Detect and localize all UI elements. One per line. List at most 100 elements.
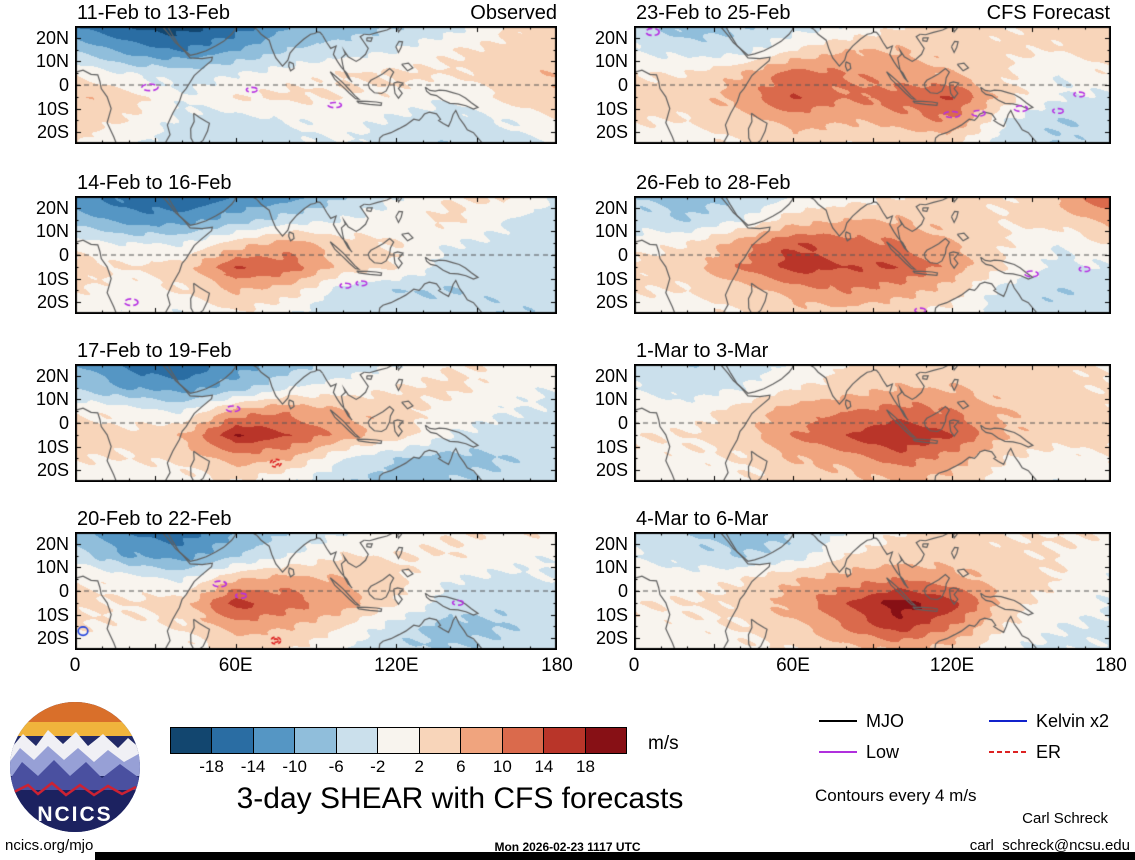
mjo-line-icon: [819, 720, 857, 722]
map-panel-forecast-3: 1-Mar to 3-Mar 20N 10N 0 10S 20S: [595, 340, 1111, 482]
page-title: 3-day SHEAR with CFS forecasts: [236, 782, 684, 815]
x-tick-label: 0: [628, 655, 640, 676]
panel-title: 26-Feb to 28-Feb: [636, 172, 791, 194]
legend-item-label: ER: [1036, 741, 1062, 762]
ncics-logo-text: NCICS: [37, 803, 112, 826]
y-tick-label: 20S: [36, 628, 69, 649]
y-tick-label: 20S: [36, 122, 69, 143]
legend-note: Contours every 4 m/s: [815, 786, 977, 805]
colorbar-tick-label: 2: [414, 757, 424, 776]
y-tick-label: 20S: [595, 122, 628, 143]
x-tick-label: 0: [69, 655, 81, 676]
y-tick-label: 20S: [36, 460, 69, 481]
map-canvas: [75, 26, 557, 144]
y-tick-label: 20N: [594, 365, 628, 386]
kelvin-x2-line-icon: [989, 720, 1027, 722]
colorbar-tick-label: -2: [370, 757, 386, 776]
map-canvas: [634, 532, 1111, 650]
map-panel-observed-2: 14-Feb to 16-Feb 20N 10N 0 10S 20S: [36, 172, 557, 314]
map-canvas: [634, 364, 1111, 482]
y-tick-label: 0: [617, 581, 628, 601]
map-canvas: [75, 532, 557, 650]
footer-timestamp: Mon 2026-02-23 1117 UTC: [494, 840, 641, 854]
column-label-cfs-forecast: CFS Forecast: [986, 2, 1110, 24]
y-tick-label: 0: [617, 245, 628, 265]
low-line-icon: [819, 751, 857, 753]
panel-title: 17-Feb to 19-Feb: [77, 340, 232, 362]
map-panel-forecast-2: 26-Feb to 28-Feb 20N 10N 0 10S 20S: [595, 172, 1111, 314]
y-tick-label: 20S: [595, 292, 628, 313]
y-tick-label: 10N: [594, 51, 628, 72]
colorbar-tick-label: -18: [199, 757, 224, 776]
y-tick-label: 10S: [595, 436, 628, 457]
map-panel-forecast-4: 4-Mar to 6-Mar 20N 10N 0 10S 20S 0 60E 120E 180: [595, 508, 1127, 676]
y-tick-label: 10N: [594, 557, 628, 578]
colorbar-unit: m/s: [648, 733, 679, 754]
legend-item-label: Low: [866, 741, 900, 762]
y-tick-label: 0: [58, 245, 69, 265]
y-tick-label: 10N: [35, 51, 69, 72]
colorbar-cell: [378, 728, 420, 753]
er-line-icon: [989, 751, 1027, 753]
legend-item-mjo: MJO: [818, 710, 904, 731]
y-tick-label: 20S: [595, 460, 628, 481]
y-tick-label: 0: [617, 413, 628, 433]
y-tick-label: 20N: [594, 27, 628, 48]
legend-item-label: MJO: [866, 710, 904, 731]
y-tick-label: 10S: [36, 98, 69, 119]
y-tick-label: 10S: [595, 604, 628, 625]
y-tick-label: 20N: [35, 27, 69, 48]
map-canvas: [634, 196, 1111, 314]
colorbar-tick-label: 18: [575, 757, 595, 776]
panel-title: 14-Feb to 16-Feb: [77, 172, 232, 194]
y-tick-label: 0: [58, 413, 69, 433]
y-tick-label: 10S: [595, 268, 628, 289]
colorbar-tick-label: 10: [492, 757, 512, 776]
y-tick-label: 10S: [36, 604, 69, 625]
y-tick-label: 20N: [35, 365, 69, 386]
x-tick-label: 60E: [776, 655, 810, 676]
y-tick-label: 20S: [595, 628, 628, 649]
y-tick-label: 10S: [36, 268, 69, 289]
contour-legend: MJO Kelvin x2 Low ER: [818, 710, 1130, 770]
x-tick-label: 120E: [929, 655, 975, 676]
x-tick-label: 180: [541, 655, 573, 676]
y-tick-label: 10N: [35, 389, 69, 410]
colorbar-cell: [171, 728, 213, 753]
colorbar-cell: [253, 728, 296, 753]
y-tick-label: 10S: [36, 436, 69, 457]
x-tick-label: 120E: [374, 655, 419, 676]
y-tick-label: 10N: [35, 221, 69, 242]
panel-title: 1-Mar to 3-Mar: [636, 340, 769, 362]
y-tick-label: 20N: [35, 533, 69, 554]
footer-email: carl_schreck@ncsu.edu: [969, 837, 1130, 854]
y-tick-label: 20S: [36, 292, 69, 313]
y-tick-label: 10S: [595, 98, 628, 119]
colorbar-cell: [419, 728, 462, 753]
legend-item-label: Kelvin x2: [1036, 710, 1110, 731]
legend-item-low: Low: [818, 741, 900, 762]
y-tick-label: 20N: [594, 197, 628, 218]
map-panel-observed-4: 20-Feb to 22-Feb 20N 10N 0 10S 20S 0 60E 120E 18…: [36, 508, 573, 676]
y-tick-label: 0: [617, 75, 628, 95]
footer-site: ncics.org/mjo: [5, 837, 94, 854]
y-tick-label: 20N: [594, 533, 628, 554]
colorbar-cell: [502, 728, 545, 753]
map-canvas: [634, 26, 1111, 144]
colorbar-cell: [336, 728, 379, 753]
y-tick-label: 0: [58, 75, 69, 95]
x-tick-label: 60E: [218, 655, 253, 676]
map-canvas: [75, 364, 557, 482]
colorbar-cell: [461, 728, 503, 753]
colorbar-tick-label: -6: [328, 757, 344, 776]
map-panel-observed-3: 17-Feb to 19-Feb 20N 10N 0 10S 20S: [36, 340, 557, 482]
colorbar-cell: [212, 728, 254, 753]
map-panel-observed-1: 11-Feb to 13-Feb 20N 10N 0 10S 20S: [36, 2, 557, 144]
y-tick-label: 20N: [35, 197, 69, 218]
colorbar-tick-label: -14: [240, 757, 266, 776]
panel-title: 4-Mar to 6-Mar: [636, 508, 769, 530]
y-tick-label: 10N: [35, 557, 69, 578]
y-tick-label: 10N: [594, 221, 628, 242]
column-label-observed: Observed: [470, 2, 557, 24]
